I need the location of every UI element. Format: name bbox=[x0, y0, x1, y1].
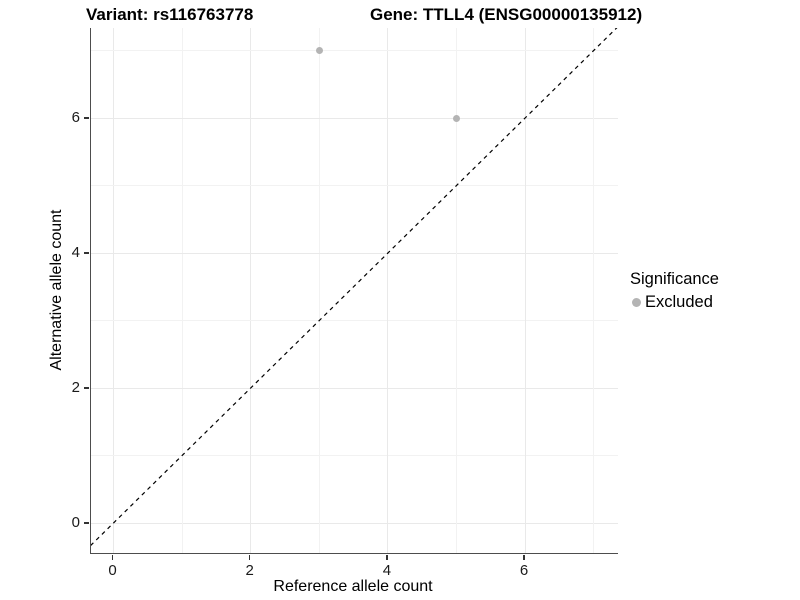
x-tick-label-2: 2 bbox=[245, 562, 254, 579]
gridline-y-6 bbox=[91, 117, 618, 119]
y-axis-title: Alternative allele count bbox=[48, 209, 65, 371]
data-point bbox=[315, 47, 323, 54]
identity-line bbox=[91, 28, 618, 546]
y-tick-label-6: 6 bbox=[71, 109, 80, 126]
gridline-y-1 bbox=[91, 455, 618, 456]
x-axis-title: Reference allele count bbox=[273, 578, 433, 595]
legend-item-excluded: Excluded bbox=[632, 293, 719, 312]
gridline-x-5 bbox=[456, 28, 457, 553]
gridline-y-2 bbox=[91, 387, 618, 389]
x-tick-mark-2 bbox=[248, 555, 251, 560]
legend-title: Significance bbox=[630, 270, 719, 288]
plot-title-gene: Gene: TTLL4 (ENSG00000135912) bbox=[370, 5, 643, 24]
x-tick-mark-4 bbox=[386, 555, 388, 560]
gridline-x-1 bbox=[181, 28, 183, 553]
data-point bbox=[453, 114, 460, 122]
y-tick-mark-0 bbox=[84, 522, 89, 524]
gridline-y-7 bbox=[91, 50, 618, 51]
x-tick-label-6: 6 bbox=[519, 562, 529, 579]
legend-item-label: Excluded bbox=[645, 293, 713, 311]
gridline-y-3 bbox=[91, 320, 618, 321]
y-tick-mark-6 bbox=[84, 117, 89, 119]
y-tick-label-2: 2 bbox=[71, 379, 80, 396]
y-tick-mark-2 bbox=[84, 387, 89, 389]
gridline-x-4 bbox=[387, 28, 389, 553]
gridline-x-6 bbox=[524, 28, 526, 553]
y-tick-label-0: 0 bbox=[71, 514, 80, 531]
gridline-x-7 bbox=[593, 28, 595, 553]
gridline-y-0 bbox=[91, 522, 618, 524]
excluded-point-swatch-icon bbox=[632, 298, 641, 307]
gridline-y-5 bbox=[91, 185, 618, 186]
legend: Significance Excluded bbox=[630, 270, 719, 312]
gridline-x-2 bbox=[250, 28, 252, 553]
x-tick-mark-6 bbox=[523, 555, 525, 560]
plot-title-variant: Variant: rs116763778 bbox=[86, 5, 254, 24]
x-tick-label-0: 0 bbox=[108, 562, 117, 579]
x-tick-mark-0 bbox=[111, 555, 114, 560]
gridline-x-3 bbox=[318, 28, 320, 553]
gridline-x-0 bbox=[113, 28, 114, 553]
plot-panel bbox=[90, 28, 618, 554]
y-tick-mark-4 bbox=[84, 252, 89, 254]
x-tick-label-4: 4 bbox=[382, 562, 392, 579]
y-tick-label-4: 4 bbox=[71, 244, 80, 261]
gridline-y-4 bbox=[91, 252, 618, 254]
